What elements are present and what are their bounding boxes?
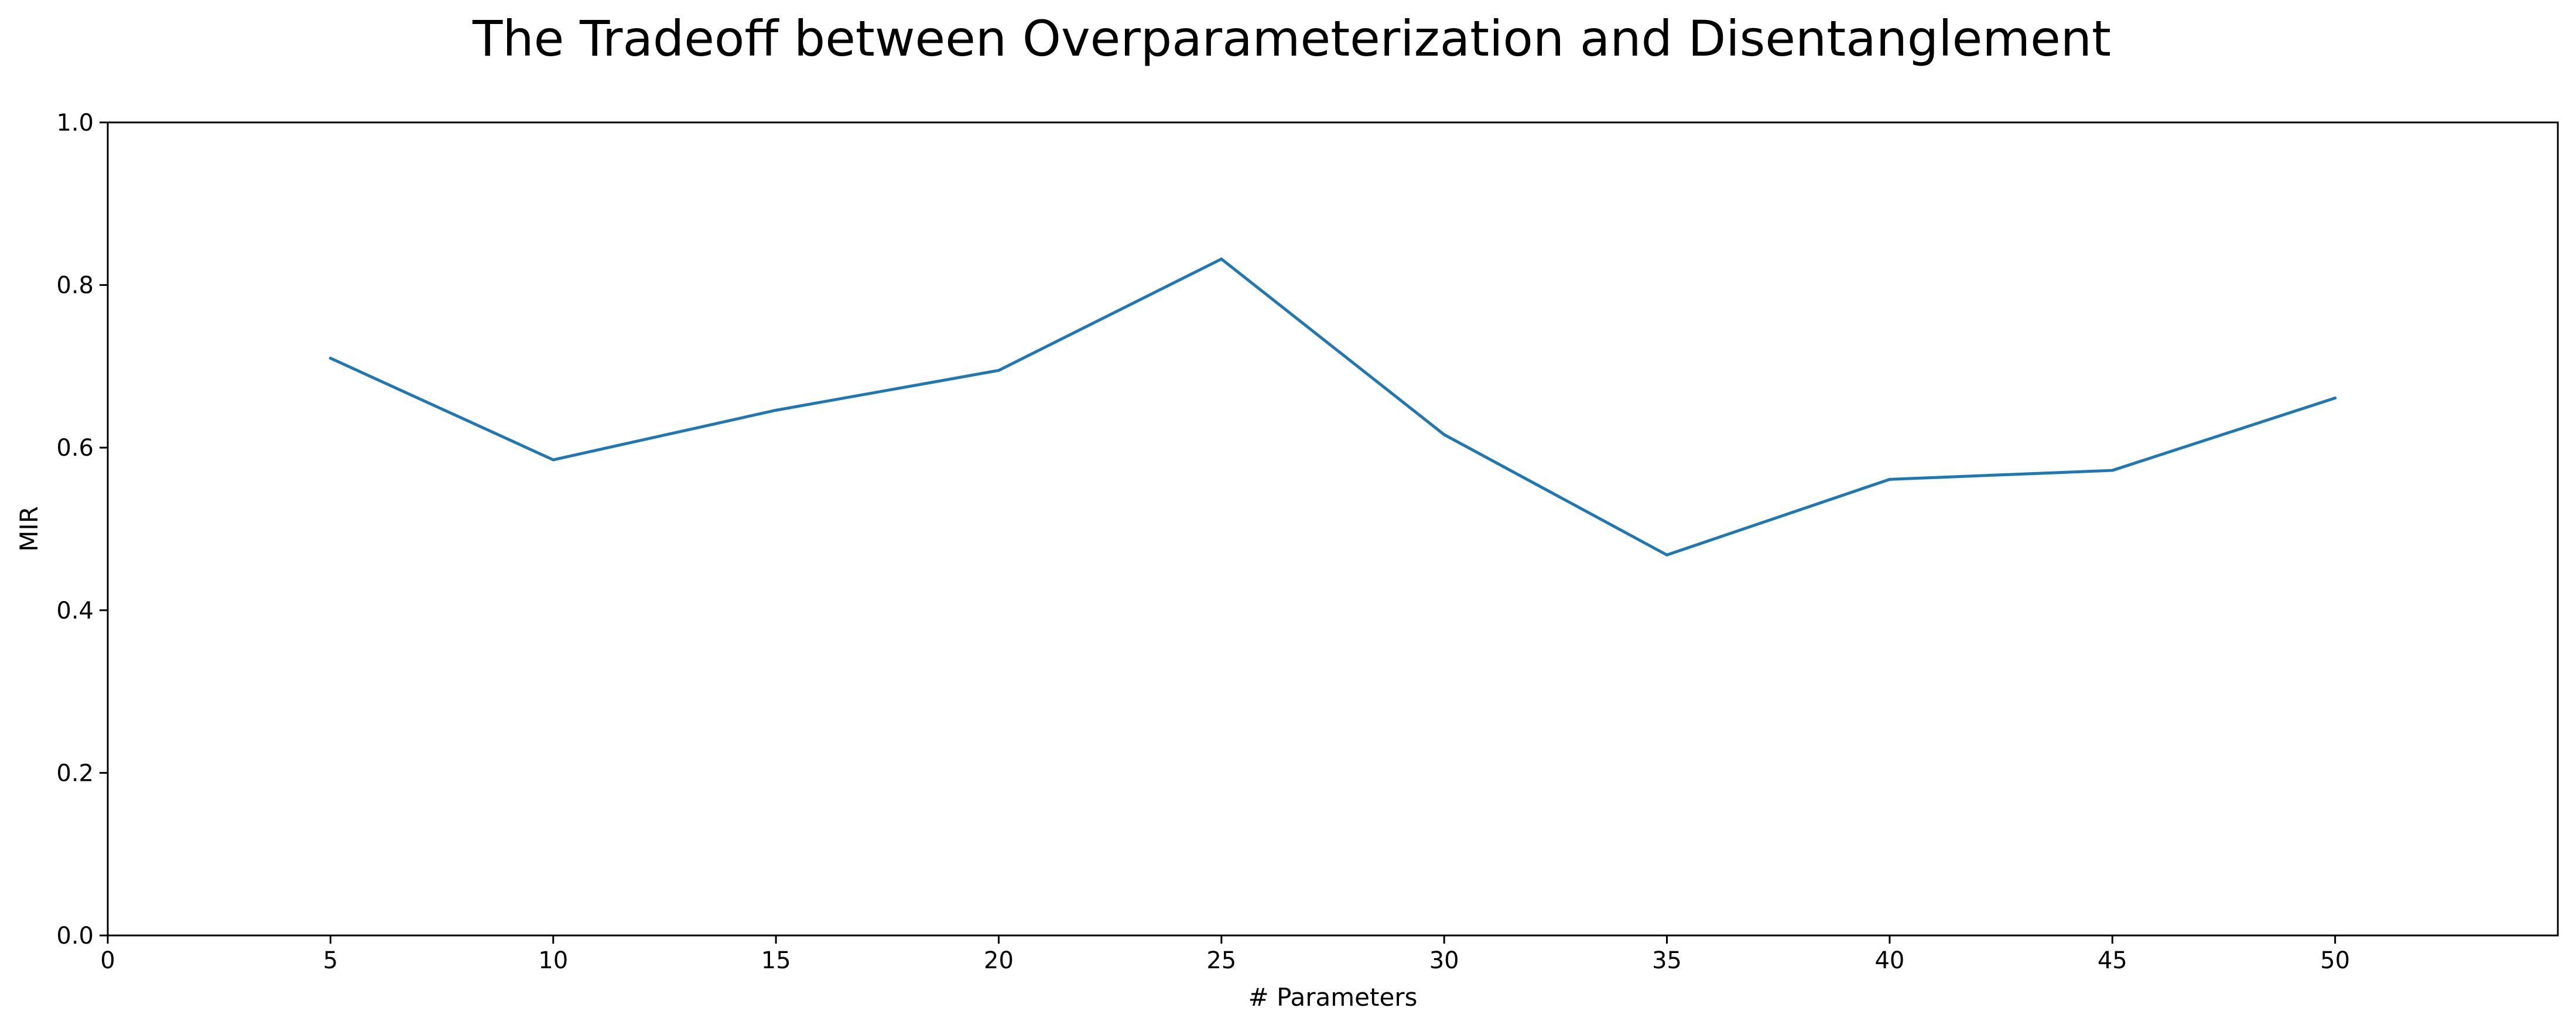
x-tick-label: 35 xyxy=(1652,947,1682,974)
x-tick-label: 45 xyxy=(2098,947,2127,974)
x-tick-label: 15 xyxy=(761,947,791,974)
y-tick-label: 0.8 xyxy=(56,272,94,299)
data-point xyxy=(1888,477,1891,481)
y-axis: 0.0 0.2 0.4 0.6 0.8 1.0 xyxy=(56,110,108,950)
y-tick-label: 0.0 xyxy=(56,923,94,950)
x-tick-label: 25 xyxy=(1206,947,1236,974)
series-layer xyxy=(329,257,2337,556)
chart-title: The Tradeoff between Overparameterizatio… xyxy=(472,10,2111,67)
x-axis-label: # Parameters xyxy=(1248,983,1418,1012)
data-point xyxy=(2334,397,2337,400)
y-tick-label: 0.6 xyxy=(56,435,94,462)
x-tick-label: 10 xyxy=(538,947,568,974)
data-point xyxy=(1665,553,1669,556)
data-point xyxy=(774,408,778,412)
plot-area xyxy=(107,121,2559,937)
data-point xyxy=(1442,433,1446,436)
data-point xyxy=(329,357,332,360)
x-tick-label: 20 xyxy=(984,947,1014,974)
data-point xyxy=(997,368,1000,372)
data-point xyxy=(1220,257,1223,261)
data-point xyxy=(2110,469,2114,472)
y-tick-label: 0.2 xyxy=(56,760,94,787)
x-axis: 0 5 10 15 20 25 30 35 40 45 50 xyxy=(100,935,2350,974)
x-tick-label: 50 xyxy=(2320,947,2350,974)
series-line xyxy=(329,257,2337,556)
y-tick-label: 0.4 xyxy=(56,597,94,624)
x-tick-label: 40 xyxy=(1874,947,1904,974)
x-tick-label: 0 xyxy=(100,947,115,974)
y-axis-label: MIR xyxy=(15,506,43,552)
plot-frame xyxy=(107,121,2559,937)
y-tick-label: 1.0 xyxy=(56,110,94,136)
x-tick-label: 5 xyxy=(323,947,338,974)
data-point xyxy=(552,458,555,462)
x-tick-label: 30 xyxy=(1429,947,1459,974)
